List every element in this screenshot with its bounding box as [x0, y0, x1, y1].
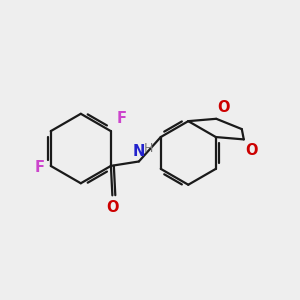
Text: O: O: [218, 100, 230, 115]
Text: O: O: [245, 143, 258, 158]
Text: O: O: [106, 200, 118, 215]
Text: N: N: [133, 143, 145, 158]
Text: H: H: [144, 142, 154, 155]
Text: F: F: [116, 111, 126, 126]
Text: F: F: [35, 160, 45, 175]
